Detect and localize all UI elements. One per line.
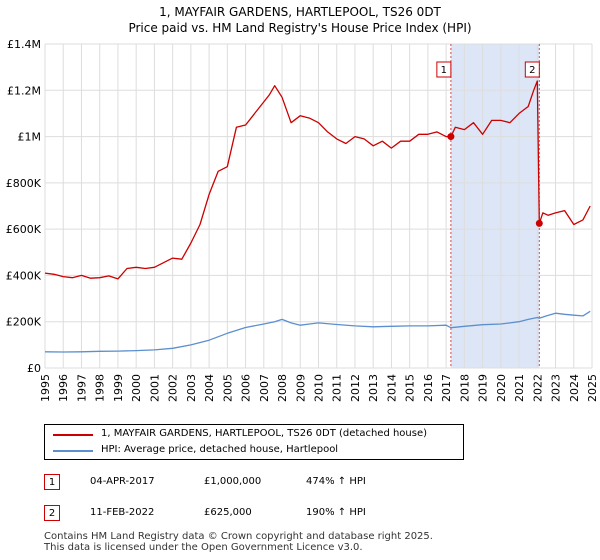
x-tick-label: 2008 (276, 374, 289, 402)
sale-point (447, 133, 455, 141)
annotation-date: 11-FEB-2022 (90, 507, 155, 518)
x-tick-label: 2009 (294, 374, 307, 402)
x-tick-label: 1999 (112, 374, 125, 402)
x-tick-label: 2023 (550, 374, 563, 402)
x-tick-label: 2014 (385, 374, 398, 402)
hpi-line (44, 310, 591, 353)
chart-title: 1, MAYFAIR GARDENS, HARTLEPOOL, TS26 0DT (159, 5, 441, 19)
y-tick-label: £1M (18, 131, 42, 144)
annotation-marker: 1 (44, 474, 60, 490)
annotation-price: £625,000 (204, 507, 252, 518)
annotation-hpi: 474% ↑ HPI (306, 476, 366, 487)
y-tick-label: £0 (27, 362, 41, 375)
x-tick-label: 2002 (167, 374, 180, 402)
annotation-row: 1 04-APR-2017 £1,000,000 474% ↑ HPI (44, 474, 584, 492)
x-tick-label: 2010 (313, 374, 326, 402)
chart-subtitle: Price paid vs. HM Land Registry's House … (128, 21, 472, 35)
footer-line: This data is licensed under the Open Gov… (44, 542, 363, 553)
x-tick-label: 2024 (568, 374, 581, 402)
x-tick-label: 2000 (130, 374, 143, 402)
x-tick-label: 1998 (94, 374, 107, 402)
x-tick-label: 2025 (586, 374, 599, 402)
x-tick-label: 2016 (422, 374, 435, 402)
x-tick-label: 1996 (57, 374, 70, 402)
legend-label-hpi: HPI: Average price, detached house, Hart… (101, 444, 339, 455)
y-tick-label: £1.2M (7, 84, 41, 97)
annotation-date: 04-APR-2017 (90, 476, 155, 487)
x-tick-label: 2018 (458, 374, 471, 402)
legend-label-property: 1, MAYFAIR GARDENS, HARTLEPOOL, TS26 0DT… (101, 428, 428, 439)
x-tick-label: 2005 (221, 374, 234, 402)
sale-label: 2 (529, 65, 535, 76)
y-tick-label: £1.4M (7, 38, 41, 51)
x-tick-label: 2022 (531, 374, 544, 402)
x-tick-label: 2015 (404, 374, 417, 402)
x-tick-label: 2017 (440, 374, 453, 402)
x-tick-label: 1995 (39, 374, 52, 402)
sale-label: 1 (441, 65, 447, 76)
sale-point (535, 219, 543, 227)
sale-label-box (524, 61, 540, 78)
x-tick-label: 2019 (477, 374, 490, 402)
x-tick-label: 2013 (367, 374, 380, 402)
sale-period-shade (450, 44, 540, 368)
x-tick-label: 2020 (495, 374, 508, 402)
y-tick-label: £600K (6, 223, 42, 236)
footer-copyright: Contains HM Land Registry data © Crown c… (44, 531, 433, 553)
sale-label-box (436, 61, 452, 78)
annotation-hpi: 190% ↑ HPI (306, 507, 366, 518)
annotation-price: £1,000,000 (204, 476, 262, 487)
x-tick-label: 2011 (331, 374, 344, 402)
x-tick-label: 2001 (148, 374, 161, 402)
y-tick-label: £200K (6, 316, 42, 329)
annotation-marker: 2 (44, 505, 60, 521)
x-tick-label: 2004 (203, 374, 216, 402)
legend: 1, MAYFAIR GARDENS, HARTLEPOOL, TS26 0DT… (44, 424, 464, 460)
x-tick-label: 2012 (349, 374, 362, 402)
x-tick-label: 2003 (185, 374, 198, 402)
x-tick-label: 2007 (258, 374, 271, 402)
legend-swatch-hpi (53, 450, 93, 452)
legend-swatch-property (53, 434, 93, 436)
property-price-line (44, 80, 591, 280)
x-tick-label: 2021 (513, 374, 526, 402)
x-tick-label: 2006 (240, 374, 253, 402)
y-tick-label: £400K (6, 269, 42, 282)
x-tick-label: 1997 (75, 374, 88, 402)
y-tick-label: £800K (6, 177, 42, 190)
annotation-row: 2 11-FEB-2022 £625,000 190% ↑ HPI (44, 505, 584, 523)
footer-line: Contains HM Land Registry data © Crown c… (44, 531, 433, 542)
price-chart: £0 £200K £400K £600K £800K £1M £1.2M £1.4M 1995 1… (6, 38, 599, 402)
